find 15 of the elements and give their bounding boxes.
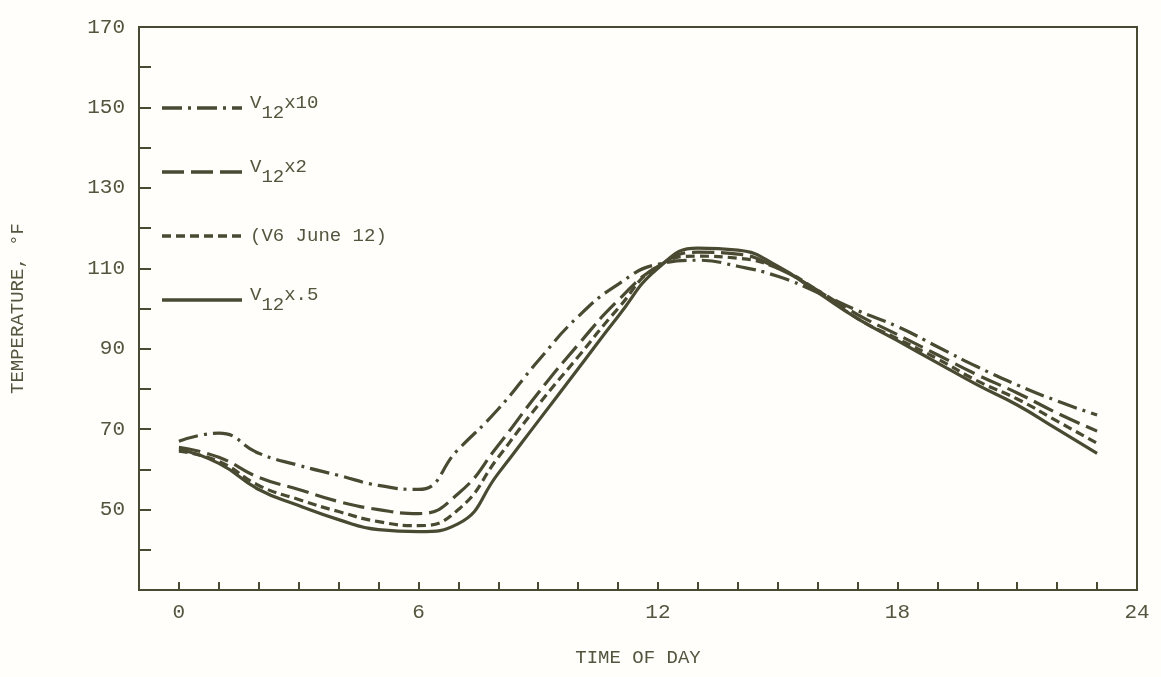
x-tick-label: 12: [645, 601, 671, 624]
y-tick-label: 50: [99, 498, 125, 522]
x-tick-label: 0: [172, 601, 186, 624]
legend-label: (V6 June 12): [250, 225, 387, 247]
x-tick-label: 18: [884, 601, 911, 624]
y-tick-label: 90: [99, 337, 125, 361]
y-tick-label: 110: [87, 256, 125, 280]
y-tick-label: 130: [87, 176, 125, 200]
y-tick-label: 170: [87, 15, 125, 39]
x-tick-label: 6: [412, 601, 425, 624]
x-axis-title: TIME OF DAY: [575, 646, 702, 669]
y-axis-title: TEMPERATURE, °F: [6, 222, 29, 395]
x-tick-label: 24: [1124, 601, 1150, 624]
y-tick-label: 70: [99, 417, 125, 441]
y-tick-label: 150: [87, 95, 125, 119]
